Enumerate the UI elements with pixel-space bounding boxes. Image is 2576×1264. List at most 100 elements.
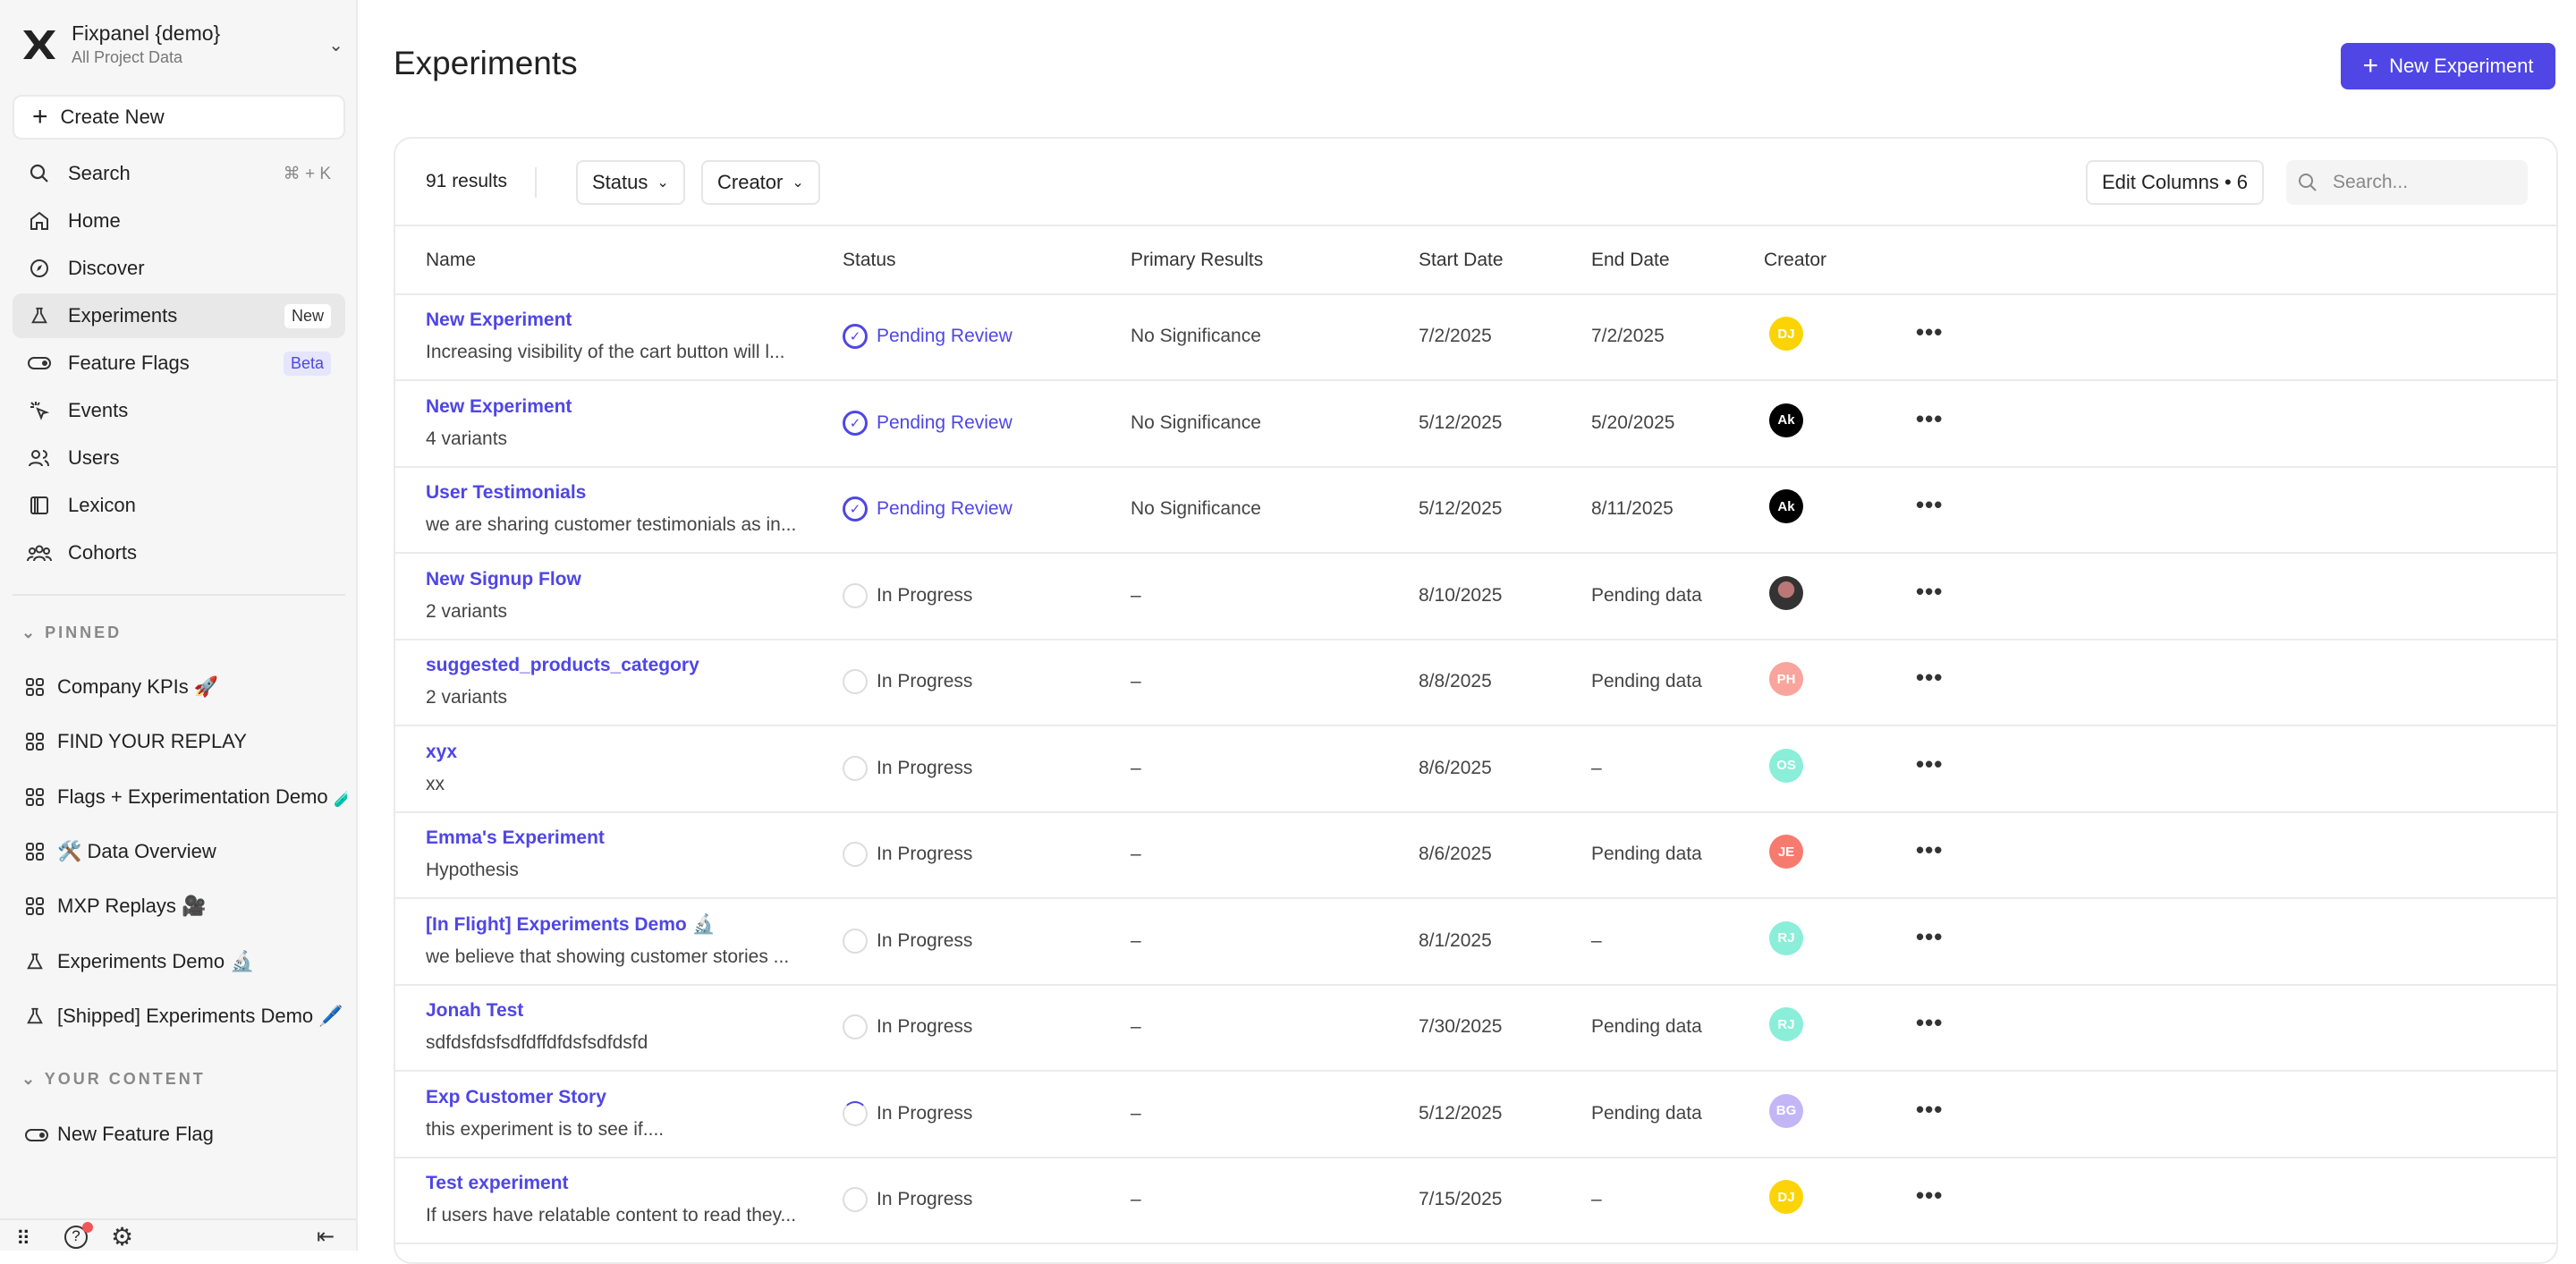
experiment-name-link[interactable]: [In Flight] Experiments Demo 🔬	[426, 913, 716, 935]
pinned-item[interactable]: Flags + Experimentation Demo 🧪	[25, 779, 347, 815]
experiment-description: Hypothesis	[426, 860, 519, 880]
sidebar-item-experiments[interactable]: Experiments New	[13, 293, 345, 338]
collapse-sidebar-icon[interactable]: ⇤	[317, 1225, 335, 1249]
creator-avatar: OS	[1769, 748, 1803, 783]
table-row[interactable]: New Experiment 4 variants ✓ Pending Revie…	[395, 382, 2556, 468]
table-row[interactable]: New Signup Flow 2 variants In Progress –…	[395, 555, 2556, 640]
experiment-name-link[interactable]: New Experiment	[426, 395, 572, 417]
experiment-name-link[interactable]: User Testimonials	[426, 482, 587, 503]
table-row[interactable]: xyx xx In Progress – 8/6/2025 – OS •••	[395, 727, 2556, 813]
search-icon	[2299, 174, 2317, 191]
creator-filter-label: Creator	[717, 171, 784, 193]
create-new-button[interactable]: + Create New	[13, 95, 345, 140]
sidebar-item-lexicon[interactable]: Lexicon	[13, 483, 345, 528]
table-row[interactable]: Jonah Test sdfdsfdsfsdfdffdfdsfsdfdsfd I…	[395, 986, 2556, 1072]
shortcut-hint: ⌘ + K	[283, 164, 331, 183]
more-options-icon[interactable]: •••	[1916, 664, 1944, 691]
experiment-description: xx	[426, 773, 445, 794]
primary-results: –	[1131, 929, 1141, 951]
more-options-icon[interactable]: •••	[1916, 577, 1944, 605]
sidebar-item-search[interactable]: Search ⌘ + K	[13, 151, 345, 196]
experiment-name-link[interactable]: xyx	[426, 741, 458, 762]
more-options-icon[interactable]: •••	[1916, 922, 1944, 950]
apps-grid-icon[interactable]: ⠿	[16, 1227, 31, 1250]
pinned-section-header[interactable]: ⌄ PINNED	[21, 624, 123, 641]
org-subtitle: All Project Data	[72, 48, 183, 66]
flask-icon	[27, 303, 52, 328]
table-row[interactable]: suggested_products_category 2 variants I…	[395, 640, 2556, 726]
primary-results: –	[1131, 1016, 1141, 1037]
sidebar-item-label: Lexicon	[68, 494, 136, 516]
your-content-section-header[interactable]: ⌄ YOUR CONTENT	[21, 1070, 206, 1088]
sidebar-item-events[interactable]: Events	[13, 388, 345, 433]
column-header-primary-results[interactable]: Primary Results	[1131, 250, 1264, 270]
start-date: 8/10/2025	[1419, 584, 1503, 606]
table-row[interactable]: [In Flight] Experiments Demo 🔬 we believ…	[395, 900, 2556, 986]
pinned-item[interactable]: MXP Replays 🎥	[25, 888, 347, 924]
experiment-name-link[interactable]: Exp Customer Story	[426, 1086, 606, 1107]
table-row[interactable]: Exp Customer Story this experiment is to…	[395, 1073, 2556, 1158]
org-name: Fixpanel {demo}	[72, 21, 221, 45]
help-icon[interactable]: ?	[64, 1226, 88, 1249]
pinned-item[interactable]: [Shipped] Experiments Demo 🖊️	[25, 998, 347, 1034]
pinned-item[interactable]: Company KPIs 🚀	[25, 669, 347, 705]
column-header-creator[interactable]: Creator	[1764, 250, 1827, 270]
column-header-name[interactable]: Name	[426, 250, 477, 270]
more-options-icon[interactable]: •••	[1916, 750, 1944, 777]
sidebar-item-cohorts[interactable]: Cohorts	[13, 530, 345, 575]
table-row[interactable]: Emma's Experiment Hypothesis In Progress…	[395, 813, 2556, 899]
experiment-name-link[interactable]: New Signup Flow	[426, 568, 581, 590]
pinned-item[interactable]: Experiments Demo 🔬	[25, 944, 347, 980]
table-row[interactable]: Test experiment If users have relatable …	[395, 1158, 2556, 1244]
more-options-icon[interactable]: •••	[1916, 404, 1944, 432]
check-circle-icon: ✓	[843, 410, 868, 436]
status-label: In Progress	[877, 584, 973, 606]
your-content-item[interactable]: New Feature Flag	[25, 1116, 347, 1152]
pinned-item-label: Flags + Experimentation Demo 🧪	[57, 785, 347, 808]
pinned-item[interactable]: 🛠️ Data Overview	[25, 834, 347, 870]
column-header-status[interactable]: Status	[843, 250, 896, 270]
status-filter-button[interactable]: Status ⌄	[576, 160, 685, 205]
status-label: Pending Review	[877, 411, 1013, 433]
project-switcher[interactable]: Fixpanel {demo} All Project Data ⌄	[21, 21, 343, 70]
progress-circle-icon	[843, 1014, 868, 1039]
end-date: –	[1591, 1189, 1602, 1209]
more-options-icon[interactable]: •••	[1916, 1182, 1944, 1209]
column-header-end-date[interactable]: End Date	[1591, 250, 1670, 270]
sidebar-item-label: Users	[68, 446, 120, 469]
sidebar-item-discover[interactable]: Discover	[13, 246, 345, 291]
creator-filter-button[interactable]: Creator ⌄	[701, 160, 820, 205]
plus-icon: +	[32, 102, 48, 131]
pinned-item[interactable]: FIND YOUR REPLAY	[25, 724, 347, 759]
table-row[interactable]: User Testimonials we are sharing custome…	[395, 468, 2556, 554]
new-experiment-button[interactable]: + New Experiment	[2341, 43, 2555, 89]
settings-gear-icon[interactable]: ⚙	[111, 1223, 134, 1251]
more-options-icon[interactable]: •••	[1916, 836, 1944, 863]
progress-circle-icon	[843, 755, 868, 781]
sidebar-item-home[interactable]: Home	[13, 199, 345, 243]
sidebar-item-label: Home	[68, 209, 121, 232]
experiment-name-link[interactable]: New Experiment	[426, 310, 572, 330]
experiment-name-link[interactable]: Emma's Experiment	[426, 827, 605, 848]
end-date: Pending data	[1591, 844, 1702, 864]
sidebar-item-feature-flags[interactable]: Feature Flags Beta	[13, 341, 345, 386]
column-header-start-date[interactable]: Start Date	[1419, 250, 1504, 270]
experiment-name-link[interactable]: Jonah Test	[426, 1000, 524, 1021]
search-input[interactable]	[2333, 172, 2512, 193]
chevron-down-icon: ⌄	[792, 175, 804, 191]
experiment-name-link[interactable]: suggested_products_category	[426, 655, 699, 675]
edit-columns-button[interactable]: Edit Columns • 6	[2086, 160, 2264, 205]
more-options-icon[interactable]: •••	[1916, 318, 1944, 345]
start-date: 8/6/2025	[1419, 757, 1492, 778]
sidebar-item-users[interactable]: Users	[13, 436, 345, 480]
new-experiment-label: New Experiment	[2389, 55, 2534, 77]
more-options-icon[interactable]: •••	[1916, 491, 1944, 518]
experiment-name-link[interactable]: Test experiment	[426, 1173, 569, 1193]
more-options-icon[interactable]: •••	[1916, 1009, 1944, 1036]
page-title: Experiments	[394, 45, 578, 81]
search-field[interactable]	[2286, 160, 2528, 205]
your-content-item-label: New Feature Flag	[57, 1123, 214, 1145]
table-row[interactable]: New Experiment Increasing visibility of …	[395, 295, 2556, 381]
creator-avatar: RJ	[1769, 920, 1803, 955]
more-options-icon[interactable]: •••	[1916, 1095, 1944, 1123]
